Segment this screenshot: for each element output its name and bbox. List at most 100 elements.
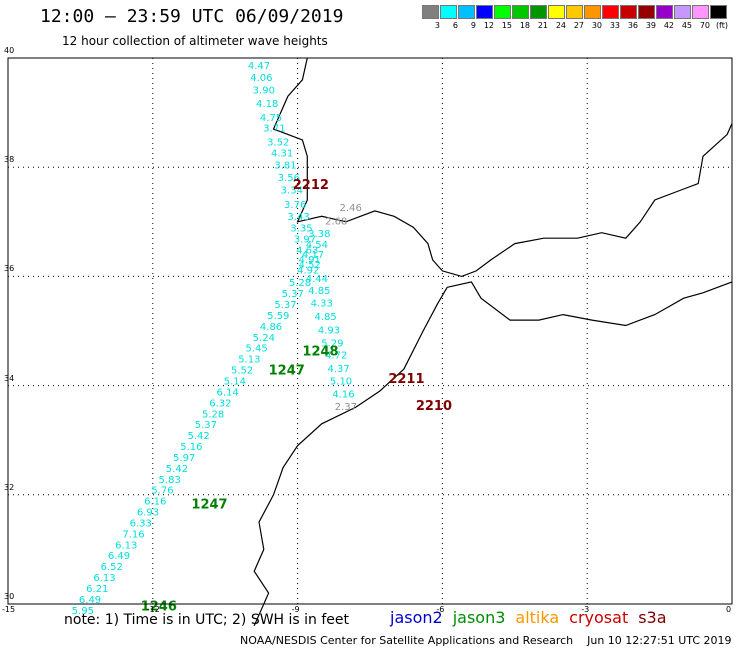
- track-a-value: 4.31: [271, 148, 293, 159]
- track-b-value: 4.85: [308, 286, 330, 297]
- legend-swatch: [422, 5, 439, 19]
- track-a-value: 5.45: [245, 344, 267, 355]
- track-a-value: 6.13: [93, 573, 115, 584]
- track-a-value: 5.13: [238, 355, 260, 366]
- legend-label: 3: [434, 21, 440, 30]
- track-a-value: 5.83: [159, 475, 181, 486]
- legend-swatch: [602, 5, 619, 19]
- track-a-value: 5.37: [195, 420, 217, 431]
- lon-tick-label: -6: [436, 605, 445, 614]
- legend-swatch: [548, 5, 565, 19]
- credit-line: NOAA/NESDIS Center for Satellite Applica…: [240, 634, 732, 647]
- track-b-value: 4.52: [299, 260, 321, 271]
- track-a-value: 3.43: [287, 212, 309, 223]
- track-b-value: 5.10: [330, 377, 352, 388]
- legend-label: 33: [609, 21, 620, 30]
- track-a-value: 5.28: [202, 409, 224, 420]
- track-b-value: 4.54: [306, 240, 328, 251]
- track-b-value: 5.29: [321, 338, 343, 349]
- legend-label: 12: [483, 21, 494, 30]
- altimeter-tracks: 4.474.063.90 4.18 4.753.71 3.524.313.81 3.56…: [72, 61, 452, 617]
- legend-label: 39: [645, 21, 656, 30]
- track-a-value: 4.47: [248, 61, 270, 72]
- frame-border: [7, 57, 733, 605]
- page-title: 12:00 – 23:59 UTC 06/09/2019: [40, 6, 344, 27]
- track-a-value: 6.13: [115, 540, 137, 551]
- track-a-value: 4.06: [250, 73, 272, 84]
- track-b-value: 4.72: [325, 350, 347, 361]
- satellite-legend: jason2 jason3 altika cryosat s3a: [390, 608, 677, 627]
- lat-tick-label: 36: [4, 264, 15, 274]
- legend-swatch: [638, 5, 655, 19]
- satellite-name: altika: [515, 608, 560, 627]
- track-b-value: 3.38: [308, 229, 330, 240]
- track-a-value: 6.49: [79, 595, 101, 606]
- satellite-name: s3a: [638, 608, 667, 627]
- track-a-value: 5.14: [224, 377, 246, 388]
- legend-label: 18: [519, 21, 530, 30]
- legend-labels: 3 6 9 12 15 18 21 24 27 30 33 36 39 42 45 70 (ft): [422, 21, 728, 30]
- track-a-value: 3.56: [278, 173, 300, 184]
- track-a-value: 6.49: [108, 551, 130, 562]
- track-a-value: 5.37: [282, 289, 304, 300]
- track-a-value: 6.33: [130, 518, 152, 529]
- pass-time-label: 1246: [141, 600, 177, 615]
- track-a-value: 6.52: [101, 562, 123, 573]
- track-a-value: 5.97: [173, 453, 195, 464]
- legend-label: 21: [537, 21, 548, 30]
- track-b-value: 4.85: [314, 312, 336, 323]
- track-a-value: 4.18: [256, 99, 278, 110]
- track-a-value: 3.90: [253, 85, 275, 96]
- legend-swatch: [476, 5, 493, 19]
- track-b-value: 4.17: [302, 250, 324, 261]
- track-a-value: 5.24: [253, 333, 275, 344]
- legend-label: (ft): [715, 21, 728, 30]
- legend-swatches: [422, 5, 728, 19]
- low-wave-value: 2.46: [340, 203, 362, 214]
- coastline-segment: [272, 57, 733, 278]
- graticule: [7, 57, 733, 605]
- track-a-value: 6.32: [209, 398, 231, 409]
- satellite-name: cryosat: [569, 608, 629, 627]
- track-a-value: 3.34: [281, 185, 303, 196]
- track-a-value: 3.97: [294, 235, 316, 246]
- track-a-value: 5.76: [151, 486, 173, 497]
- track-a-value: 5.59: [267, 311, 289, 322]
- legend-swatch: [710, 5, 727, 19]
- lon-tick-label: -9: [291, 605, 300, 614]
- lat-tick-label: 32: [4, 482, 15, 492]
- pass-time-label: 2211: [388, 372, 424, 387]
- legend-swatch: [440, 5, 457, 19]
- legend-label: 9: [470, 21, 476, 30]
- track-a-value: 5.95: [72, 606, 94, 617]
- lon-tick-label: -12: [146, 605, 160, 614]
- pass-time-label: 2210: [416, 399, 452, 414]
- legend-swatch: [458, 5, 475, 19]
- legend-swatch: [692, 5, 709, 19]
- track-a-value: 5.52: [231, 366, 253, 377]
- track-b-value: 4.93: [318, 326, 340, 337]
- page-subtitle: 12 hour collection of altimeter wave hei…: [62, 34, 328, 48]
- legend-label: 45: [681, 21, 692, 30]
- pass-time-label: 2212: [293, 178, 329, 193]
- map-frame: [7, 57, 733, 605]
- low-wave-value: 2.68: [325, 217, 347, 228]
- track-a-value: 3.35: [290, 224, 312, 235]
- track-a-value: 6.14: [216, 387, 238, 398]
- track-a-value: 5.28: [289, 278, 311, 289]
- legend-label: 24: [555, 21, 566, 30]
- track-b-value: 4.44: [306, 274, 328, 285]
- track-a-value: 6.16: [144, 497, 166, 508]
- legend-swatch: [494, 5, 511, 19]
- track-a-value: 4.92: [297, 266, 319, 277]
- track-a-value: 3.52: [267, 137, 289, 148]
- footnote: note: 1) Time is in UTC; 2) SWH is in fe…: [64, 612, 350, 628]
- track-a-value: 4.91: [299, 255, 321, 266]
- legend-swatch: [656, 5, 673, 19]
- low-wave-value: 2.37: [335, 402, 357, 413]
- legend-label: 6: [452, 21, 458, 30]
- track-a-value: 3.71: [263, 124, 285, 135]
- color-legend: 3 6 9 12 15 18 21 24 27 30 33 36 39 42 45 70 (ft): [422, 5, 728, 30]
- track-a-value: 6.93: [137, 508, 159, 519]
